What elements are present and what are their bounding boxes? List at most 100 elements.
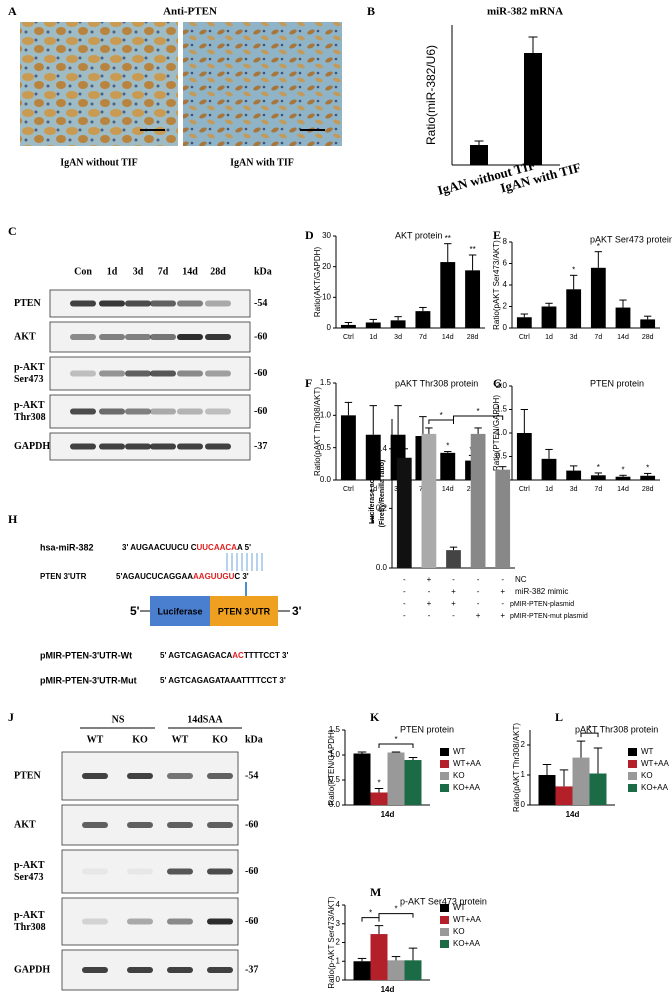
panel-label: G (493, 376, 502, 390)
y-tick-label: 1 (336, 956, 341, 965)
panel-title: Anti-PTEN (163, 6, 217, 18)
bar (615, 476, 631, 480)
bar (365, 322, 381, 328)
blot-band (205, 300, 231, 307)
image-caption: IgAN without TIF (60, 157, 138, 168)
row-label: GAPDH (14, 964, 50, 975)
lane-label: 14d (182, 266, 198, 277)
legend-label: WT (641, 747, 654, 756)
blot-band (205, 408, 231, 415)
lane-label: 7d (158, 266, 169, 277)
y-tick-label: 20 (322, 262, 331, 271)
row-label: PTEN (14, 770, 41, 781)
chart-title: AKT protein (395, 230, 442, 240)
sequence: 5'AGAUCUCAGGAAAAGUUGUC 3' (116, 572, 249, 581)
blot-band (177, 334, 203, 340)
y-tick-label: 0 (327, 323, 332, 332)
kda-label: -37 (245, 964, 258, 975)
y-axis-label: Ratio(pAKT Thr308/AKT) (512, 723, 521, 812)
kda-label: -60 (254, 406, 267, 417)
legend-label: WT (453, 747, 466, 756)
x-tick-label: 14d (442, 486, 454, 493)
x-tick-label: 28d (642, 486, 654, 493)
blot-band (177, 443, 203, 450)
y-axis-label: Ratio(PTEN/GAPDH) (492, 395, 501, 471)
condition-sign: - (501, 599, 504, 608)
y-tick-label: 2 (521, 740, 526, 749)
condition-sign: - (403, 599, 406, 608)
x-tick-label: 14d (617, 486, 629, 493)
condition-sign: + (427, 599, 432, 608)
significance-mark: * (597, 242, 600, 251)
y-tick-label: 0.0 (320, 475, 332, 484)
bar (340, 415, 356, 480)
bar (516, 433, 532, 480)
legend-label: KO (453, 927, 465, 936)
significance-bracket (580, 732, 599, 738)
blot-band (125, 370, 151, 377)
y-tick-label: 8 (503, 237, 508, 246)
legend-swatch (440, 904, 449, 912)
sequence-part: AC (232, 651, 244, 660)
legend-label: KO (641, 771, 653, 780)
significance-mark: * (440, 411, 443, 420)
condition-sign: + (427, 575, 432, 584)
legend-label: KO+AA (641, 783, 669, 792)
bar (370, 934, 388, 980)
blot-band (70, 443, 96, 450)
blot-band (167, 868, 193, 875)
condition-sign: + (500, 587, 505, 596)
y-tick-label: 0.5 (329, 775, 341, 784)
row-label: Ser473 (14, 374, 43, 385)
blot-band (177, 300, 203, 307)
row-label: p-AKT (14, 910, 45, 921)
lane-label: 28d (210, 266, 226, 277)
legend-label: KO+AA (453, 783, 481, 792)
significance-mark: ** (469, 245, 475, 254)
legend-label: WT (453, 903, 466, 912)
x-tick-label: 7d (594, 486, 602, 493)
sequence: 3' AUGAACUUCU CUUCAACAA 5' (122, 543, 251, 552)
condition-sign: - (477, 587, 480, 596)
panel-label: D (305, 228, 314, 242)
y-axis-label: Ratio(PTEN/GAPDH) (327, 729, 336, 805)
row-label: Thr308 (14, 922, 46, 933)
y-tick-label: 0.2 (376, 504, 388, 513)
significance-mark: ** (445, 234, 451, 243)
bar (566, 289, 582, 328)
condition-label: miR-382 mimic (515, 587, 568, 596)
chart-title: PTEN protein (400, 724, 454, 734)
blot-band (70, 300, 96, 307)
chart-title: pAKT Ser473 protein (590, 234, 672, 244)
row-label: PTEN (14, 298, 41, 309)
blot-band (150, 443, 176, 450)
chart-title: miR-382 mRNA (487, 6, 563, 18)
sequence-part: A 5' (237, 543, 251, 552)
kda-label: -54 (254, 298, 267, 309)
significance-bracket (378, 913, 414, 918)
y-tick-label: 4 (503, 280, 508, 289)
unit-label: kDa (254, 266, 272, 277)
blot-band (150, 370, 176, 377)
condition-sign: + (500, 611, 505, 620)
legend-swatch (628, 748, 637, 756)
panel-label: B (367, 4, 375, 18)
row-label: p-AKT (14, 400, 45, 411)
significance-bracket (428, 419, 454, 424)
significance-mark: * (646, 464, 649, 473)
condition-label: NC (515, 575, 527, 584)
legend-label: WT+AA (641, 759, 669, 768)
chart-title: PTEN protein (590, 378, 644, 388)
significance-mark: * (597, 463, 600, 472)
utr-box (210, 596, 278, 626)
x-tick-label: Ctrl (343, 486, 354, 493)
blot-band (150, 334, 176, 340)
bar (541, 458, 557, 480)
condition-label: pMIR-PTEN-plasmid (510, 601, 574, 608)
bar (590, 475, 606, 480)
y-tick-label: 1 (521, 770, 526, 779)
row-label: Thr308 (14, 412, 46, 423)
bar (396, 457, 412, 568)
blot-band (127, 822, 153, 828)
